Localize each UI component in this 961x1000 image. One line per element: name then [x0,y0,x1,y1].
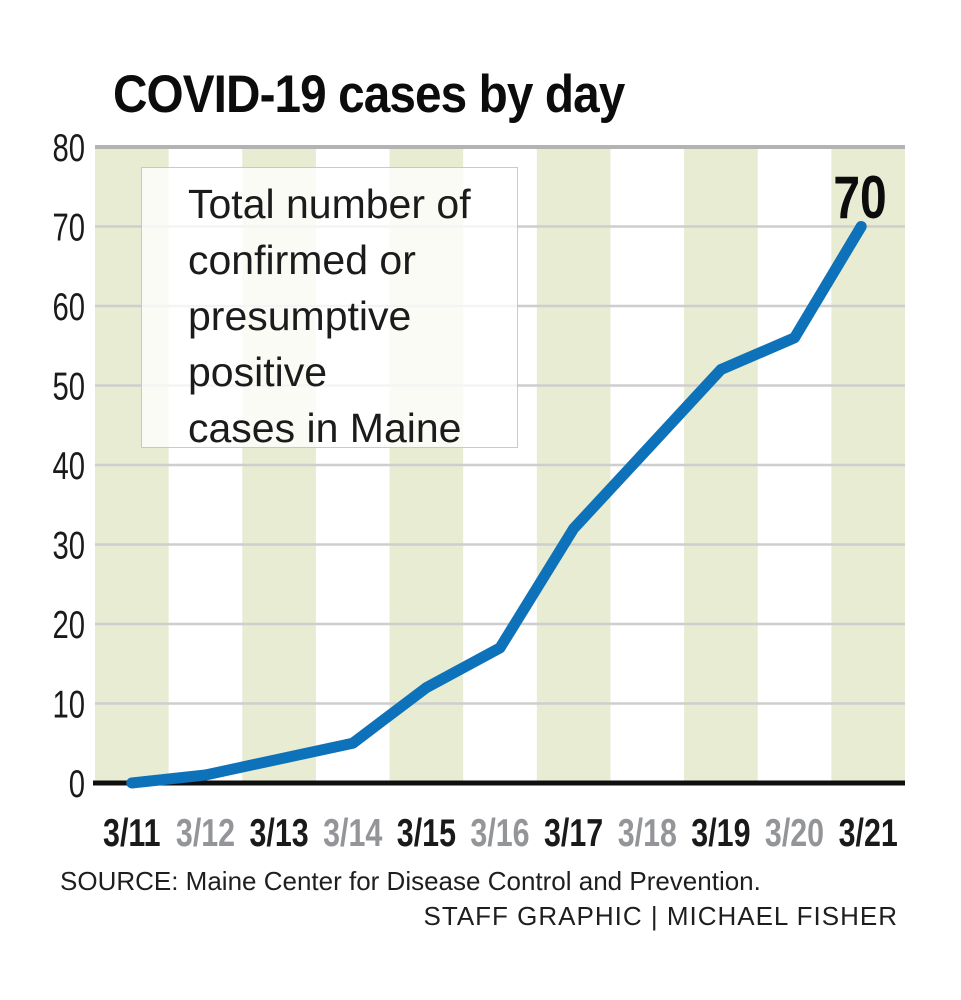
x-axis-label: 3/18 [618,811,677,854]
x-axis-label: 3/17 [544,811,603,854]
y-axis-label: 60 [52,286,85,329]
x-axis-label: 3/16 [470,811,529,854]
source-line: SOURCE: Maine Center for Disease Control… [60,866,761,896]
y-axis-label: 0 [69,763,85,806]
x-axis-label: 3/13 [250,811,309,854]
y-axis-label: 50 [52,366,85,409]
y-axis-label: 80 [52,127,85,170]
x-axis-label: 3/20 [765,811,824,854]
x-axis-label: 3/14 [323,811,383,854]
x-axis-label: 3/21 [839,811,898,854]
y-axis-label: 10 [52,684,85,727]
x-axis-label: 3/11 [103,811,161,854]
y-axis-label: 30 [52,525,85,568]
chart-title: COVID-19 cases by day [113,65,625,124]
x-axis-label: 3/19 [691,811,750,854]
x-axis-label: 3/15 [397,811,456,854]
y-axis-label: 70 [52,207,85,250]
x-axis-label: 3/12 [176,811,235,854]
cases-line [126,221,867,789]
y-axis-label: 20 [52,604,85,647]
annotation-box: Total number of confirmed or presumptive… [141,167,518,451]
end-point-value-label: 70 [833,164,887,231]
y-axis-label: 40 [52,445,85,488]
credit-line: STAFF GRAPHIC | MICHAEL FISHER [423,901,898,931]
